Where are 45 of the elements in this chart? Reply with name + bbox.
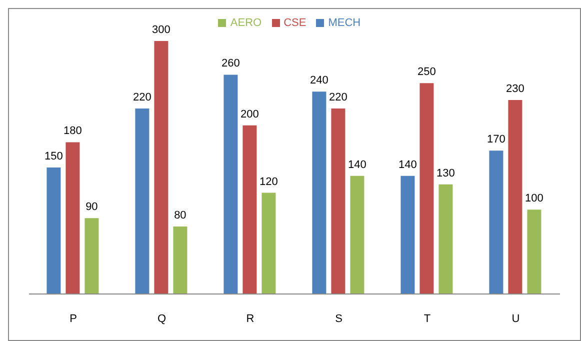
data-label: 120	[260, 176, 278, 188]
data-label: 140	[398, 158, 417, 171]
bar	[242, 125, 257, 294]
data-label: 140	[348, 158, 366, 171]
data-label: 220	[329, 91, 348, 104]
bar	[438, 184, 453, 294]
bar	[312, 92, 326, 294]
bar	[400, 176, 415, 294]
data-label: 300	[152, 24, 170, 36]
data-label: 180	[64, 125, 82, 138]
bar	[84, 218, 99, 294]
data-label: 260	[222, 58, 240, 70]
x-tick-label: R	[246, 312, 254, 325]
legend-label: CSE	[284, 17, 306, 29]
bar	[527, 210, 542, 294]
bar	[135, 108, 150, 294]
bar	[508, 100, 522, 294]
bar	[331, 108, 346, 294]
bar	[420, 83, 434, 294]
data-label: 240	[310, 74, 328, 87]
x-tick-label: P	[70, 312, 77, 325]
data-label: 200	[240, 108, 259, 120]
data-label: 170	[487, 134, 506, 146]
x-tick-label: T	[424, 312, 431, 325]
data-label: 130	[436, 167, 455, 180]
data-label: 90	[86, 201, 98, 214]
bar	[350, 176, 364, 294]
data-label: 220	[133, 91, 152, 104]
data-label: 150	[44, 150, 63, 162]
bar	[489, 150, 504, 294]
x-tick-label: Q	[157, 312, 166, 325]
data-label: 100	[525, 192, 544, 205]
bar	[224, 74, 238, 294]
data-label: 230	[506, 83, 524, 96]
legend-label: AERO	[230, 17, 262, 29]
bar	[154, 41, 168, 294]
bar	[46, 168, 61, 294]
bar	[173, 226, 188, 294]
bar	[262, 192, 276, 294]
x-tick-label: S	[335, 312, 342, 325]
legend-label: MECH	[328, 17, 361, 29]
bar	[66, 142, 80, 294]
data-label: 80	[174, 210, 186, 222]
data-label: 250	[418, 66, 436, 78]
x-tick-label: U	[512, 312, 520, 325]
